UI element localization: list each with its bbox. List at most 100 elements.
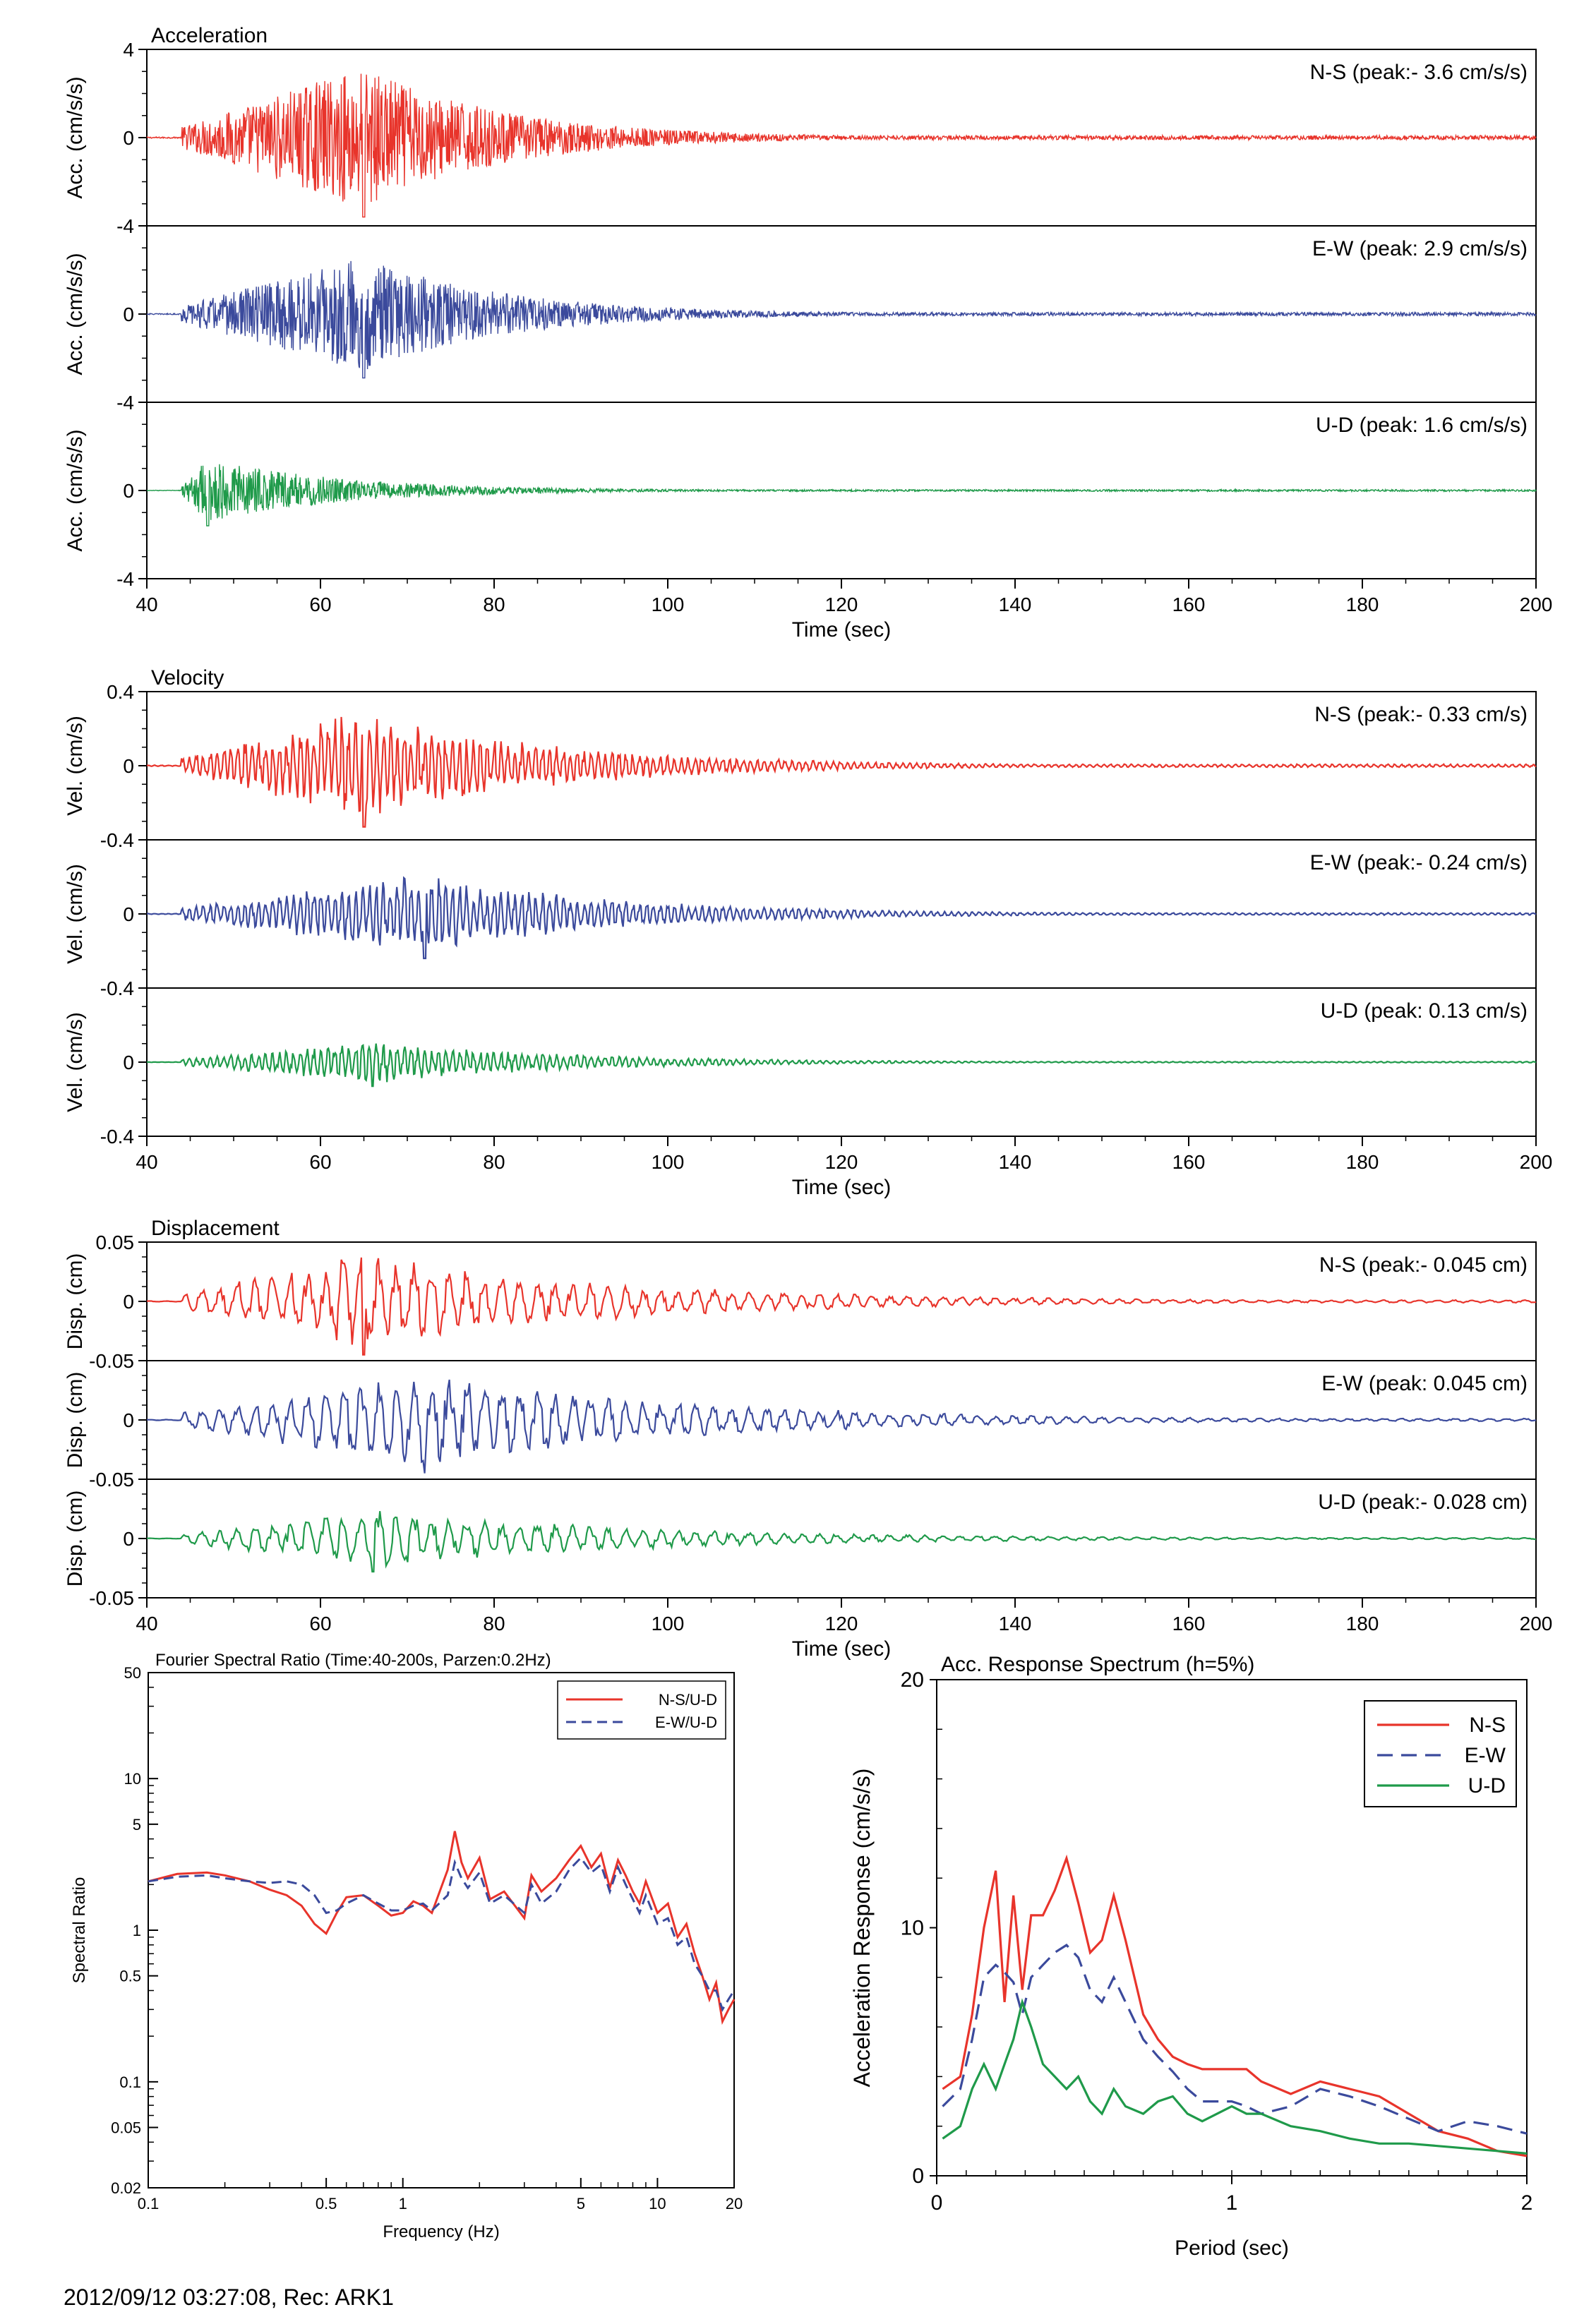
waveform-n-s xyxy=(146,73,1537,218)
waveform-u-d xyxy=(146,1043,1537,1088)
x-tick-label: 0 xyxy=(931,2191,943,2215)
response-spectrum-chart: Acc. Response Spectrum (h=5%)0 1 201020Per… xyxy=(849,1653,1532,2260)
series-line-n-s xyxy=(942,1854,1528,2157)
waveform-n-s xyxy=(146,1257,1537,1356)
x-axis-label: Time (sec) xyxy=(792,618,892,642)
x-tick-label: 180 xyxy=(1346,1613,1379,1634)
y-tick-label: -4 xyxy=(116,392,134,414)
series-line-n-s-u-d xyxy=(148,1831,736,2025)
y-tick-label: -4 xyxy=(116,568,134,590)
x-tick-label: 200 xyxy=(1520,1151,1553,1173)
x-tick-label: 60 xyxy=(309,1151,331,1173)
x-tick-label: 40 xyxy=(136,1151,157,1173)
peak-label: U-D (peak: 0.13 cm/s) xyxy=(1321,999,1528,1023)
y-tick-label: 0.02 xyxy=(111,2179,141,2197)
y-tick-label: 0.1 xyxy=(119,2073,141,2091)
x-axis-label: Time (sec) xyxy=(792,1637,892,1661)
legend-box xyxy=(1364,1700,1517,1807)
y-tick-label: 0 xyxy=(123,755,134,777)
x-tick-label: 200 xyxy=(1520,594,1553,615)
timeseries-chart-velocity: Velocity 0.4 0 -0.4 Vel. (cm/s) N-S (peak:- 0… xyxy=(64,666,1552,1199)
x-tick-label: 180 xyxy=(1346,594,1379,615)
fourier-spectral-ratio-chart: Fourier Spectral Ratio (Time:40-200s, Pa… xyxy=(70,1651,743,2241)
plot-frame xyxy=(148,1672,735,2188)
peak-label: E-W (peak: 2.9 cm/s/s) xyxy=(1312,237,1528,260)
peak-label: E-W (peak:- 0.24 cm/s) xyxy=(1310,851,1528,874)
peak-label: U-D (peak: 1.6 cm/s/s) xyxy=(1316,414,1528,437)
peak-label: N-S (peak:- 0.33 cm/s) xyxy=(1314,703,1528,726)
y-tick-label: -0.4 xyxy=(100,829,134,851)
y-tick-label: 0.4 xyxy=(107,681,134,703)
y-tick-label: 0 xyxy=(123,903,134,925)
x-tick-label: 1 xyxy=(399,2195,407,2212)
x-tick-label: 20 xyxy=(726,2195,743,2212)
legend-box xyxy=(557,1680,726,1740)
waveform-u-d xyxy=(146,464,1537,526)
x-tick-label: 0.5 xyxy=(316,2195,337,2212)
y-axis-label: Acc. (cm/s/s) xyxy=(64,429,87,551)
x-tick-label: 2 xyxy=(1521,2191,1533,2215)
series-line-e-w xyxy=(942,1944,1528,2135)
panel-n-s: 4 0 -4 Acc. (cm/s/s) N-S (peak:- 3.6 cm/s/s) xyxy=(64,39,1537,237)
y-tick-label: 0 xyxy=(123,1291,134,1313)
x-tick-label: 80 xyxy=(483,1613,505,1634)
y-tick-label: 4 xyxy=(123,39,134,61)
y-tick-label: 0 xyxy=(912,2165,924,2188)
legend-label: U-D xyxy=(1468,1774,1506,1798)
y-tick-label: -0.4 xyxy=(100,977,134,999)
y-tick-label: 0 xyxy=(123,303,134,325)
x-tick-label: 100 xyxy=(652,1613,685,1634)
y-tick-label: 5 xyxy=(133,1816,141,1834)
y-tick-label: 0.05 xyxy=(111,2119,141,2137)
x-tick-label: 180 xyxy=(1346,1151,1379,1173)
y-axis-label: Spectral Ratio xyxy=(70,1877,89,1984)
peak-label: N-S (peak:- 0.045 cm) xyxy=(1319,1253,1528,1277)
y-tick-label: 0 xyxy=(123,1409,134,1431)
y-tick-label: 0 xyxy=(123,1052,134,1073)
x-tick-label: 80 xyxy=(483,1151,505,1173)
x-tick-label: 120 xyxy=(825,1613,858,1634)
x-tick-label: 60 xyxy=(309,1613,331,1634)
x-tick-label: 40 xyxy=(136,1613,157,1634)
y-axis-label: Acc. (cm/s/s) xyxy=(64,253,87,375)
y-tick-label: 0.5 xyxy=(119,1968,141,1985)
x-tick-label: 120 xyxy=(825,1151,858,1173)
y-tick-label: 0.05 xyxy=(96,1232,135,1253)
y-tick-label: 10 xyxy=(901,1917,924,1940)
y-axis-label: Acceleration Response (cm/s/s) xyxy=(849,1769,875,2088)
x-tick-label: 5 xyxy=(577,2195,585,2212)
chart-title: Velocity xyxy=(151,666,224,690)
x-tick-label: 100 xyxy=(652,594,685,615)
panel-u-d: 0 -4 Acc. (cm/s/s) U-D (peak: 1.6 cm/s/s) xyxy=(64,402,1537,590)
y-tick-label: 10 xyxy=(124,1770,141,1788)
y-axis-label: Vel. (cm/s) xyxy=(64,716,87,816)
y-tick-label: 0 xyxy=(123,480,134,502)
panel-n-s: 0.4 0 -0.4 Vel. (cm/s) N-S (peak:- 0.33 cm/s… xyxy=(64,681,1537,851)
x-tick-label: 1 xyxy=(1226,2191,1238,2215)
x-tick-label: 160 xyxy=(1172,1613,1206,1634)
chart-title: Fourier Spectral Ratio (Time:40-200s, Pa… xyxy=(155,1651,551,1670)
chart-title: Acc. Response Spectrum (h=5%) xyxy=(941,1653,1254,1676)
x-tick-label: 40 xyxy=(136,594,157,615)
x-axis-label: Period (sec) xyxy=(1175,2236,1289,2260)
y-axis-label: Disp. (cm) xyxy=(64,1372,87,1469)
waveform-n-s xyxy=(146,716,1537,828)
legend-label: E-W/U-D xyxy=(655,1714,717,1731)
y-tick-label: 50 xyxy=(124,1664,141,1682)
panel-e-w: 0 -0.4 Vel. (cm/s) E-W (peak:- 0.24 cm/s) xyxy=(64,839,1537,999)
y-axis-label: Disp. (cm) xyxy=(64,1491,87,1587)
x-tick-label: 140 xyxy=(999,1613,1032,1634)
waveform-e-w xyxy=(146,260,1537,379)
x-tick-label: 100 xyxy=(652,1151,685,1173)
y-tick-label: -0.05 xyxy=(89,1469,134,1491)
y-axis-label: Vel. (cm/s) xyxy=(64,1012,87,1112)
waveform-e-w xyxy=(146,876,1537,960)
y-axis-label: Acc. (cm/s/s) xyxy=(64,76,87,198)
legend-label: N-S/U-D xyxy=(659,1691,717,1709)
y-tick-label: 20 xyxy=(901,1668,924,1692)
waveform-e-w xyxy=(146,1379,1537,1474)
x-tick-label: 200 xyxy=(1520,1613,1553,1634)
peak-label: E-W (peak: 0.045 cm) xyxy=(1321,1372,1528,1395)
